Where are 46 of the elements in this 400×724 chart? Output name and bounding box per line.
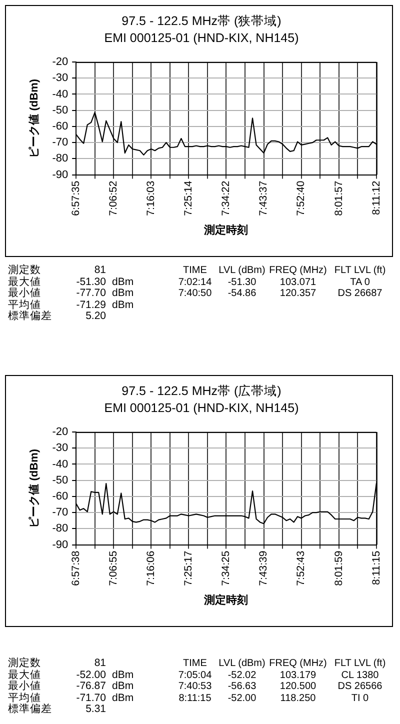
y-tick-label: -80	[52, 152, 68, 165]
y-tick-label: -40	[52, 458, 68, 470]
y-tick-label: -70	[52, 506, 68, 519]
text: TIME LVL (dBm) FREQ (MHz) FLT LVL (ft) 7:02:14 -51.30 103.071 TA 0 7:40:50 -54.86 120.357 DS 26687	[178, 265, 386, 299]
y-tick-label: -50	[52, 474, 68, 486]
x-tick-label: 7:43:39	[258, 550, 270, 586]
y-axis-title: ピーク値 (dBm)	[28, 78, 41, 158]
x-tick-label: 7:34:22	[220, 180, 232, 216]
y-axis-title: ピーク値 (dBm)	[28, 448, 41, 528]
y-tick-label: -30	[52, 72, 68, 84]
x-tick-label: 7:16:03	[145, 180, 158, 216]
chart-subtitle: EMI 000125-01 (HND-KIX, NH145)	[104, 30, 299, 45]
y-tick-label: -30	[52, 442, 68, 454]
x-tick-label: 7:43:37	[258, 180, 270, 216]
y-tick-label: -90	[52, 538, 68, 551]
y-tick-label: -50	[52, 104, 68, 116]
x-tick-label: 8:11:12	[370, 180, 382, 216]
x-tick-label: 8:01:57	[332, 180, 345, 216]
x-tick-label: 7:06:52	[108, 180, 120, 216]
x-tick-label: 7:16:06	[145, 550, 158, 586]
x-tick-label: 8:11:15	[370, 550, 382, 586]
chart-subtitle: EMI 000125-01 (HND-KIX, NH145)	[104, 400, 299, 415]
x-axis-title: 測定時刻	[203, 223, 248, 236]
y-tick-label: -40	[52, 88, 68, 100]
text: 測定数 81 最大値 -52.00 dBm 最小値 -76.87 dBm 平均値 -71.70 dBm 標準偏差 5.31	[8, 657, 134, 715]
x-tick-label: 6:57:35	[70, 180, 82, 216]
y-tick-label: -90	[52, 168, 68, 181]
y-tick-label: -80	[52, 522, 68, 535]
x-tick-label: 7:25:14	[182, 180, 195, 216]
text: TIME LVL (dBm) FREQ (MHz) FLT LVL (ft) 7:05:04 -52.02 103.179 CL 1380 7:40:53 -56.63 120.500 DS 26566 8:11:15 -52.00 118.250 TI 0	[178, 658, 386, 704]
chart-title: 97.5 - 122.5 MHz帯 (広帯域)	[122, 382, 282, 398]
x-tick-label: 7:06:55	[108, 550, 120, 586]
x-tick-label: 7:25:17	[182, 550, 195, 586]
y-tick-label: -20	[52, 426, 68, 438]
x-tick-label: 6:57:38	[70, 550, 82, 586]
chart-title: 97.5 - 122.5 MHz帯 (狭帯域)	[122, 14, 282, 28]
x-axis-title: 測定時刻	[203, 593, 248, 606]
y-tick-label: -20	[52, 56, 68, 68]
x-tick-label: 7:52:40	[295, 180, 308, 216]
text: 測定数 81 最大値 -51.30 dBm 最小値 -77.70 dBm 平均値 -71.29 dBm 標準偏差 5.20	[8, 264, 134, 322]
y-tick-label: -60	[52, 120, 68, 132]
y-tick-label: -60	[52, 490, 68, 502]
x-tick-label: 7:34:25	[220, 550, 232, 586]
x-tick-label: 8:01:59	[332, 550, 345, 586]
y-tick-label: -70	[52, 136, 68, 149]
x-tick-label: 7:52:43	[295, 550, 308, 586]
